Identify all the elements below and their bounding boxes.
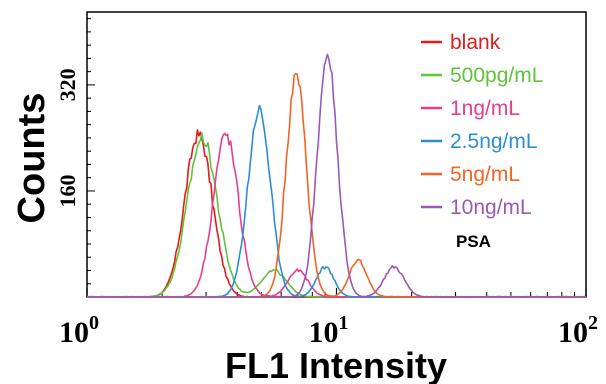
legend-label-2: 1ng/mL — [450, 97, 520, 120]
x-tick-label-0: 100 — [59, 312, 99, 349]
legend-label-3: 2.5ng/mL — [450, 130, 538, 153]
y-tick-label-0: 160 — [55, 175, 80, 208]
series-layer — [86, 53, 587, 298]
legend-label-0: blank — [450, 31, 501, 54]
legend-label-4: 5ng/mL — [450, 163, 520, 186]
x-tick-label-1: 101 — [309, 312, 349, 349]
y-axis-title: Counts — [11, 93, 53, 224]
y-tick-labels: 160 320 — [55, 68, 80, 207]
series-line-5 — [87, 53, 586, 298]
legend: blank 500pg/mL 1ng/mL 2.5ng/mL 5ng/mL 10ng/mL — [421, 31, 543, 219]
annotation-psa: PSA — [456, 232, 491, 251]
x-axis-title: FL1 Intensity — [225, 345, 447, 384]
legend-label-1: 500pg/mL — [450, 64, 543, 87]
x-tick-labels: 100 101 102 — [59, 312, 598, 349]
x-tick-label-2: 102 — [558, 312, 598, 349]
legend-label-5: 10ng/mL — [450, 196, 532, 219]
axis-tick-marks — [86, 18, 587, 298]
y-tick-label-1: 320 — [55, 68, 80, 101]
plot-frame — [86, 11, 587, 298]
